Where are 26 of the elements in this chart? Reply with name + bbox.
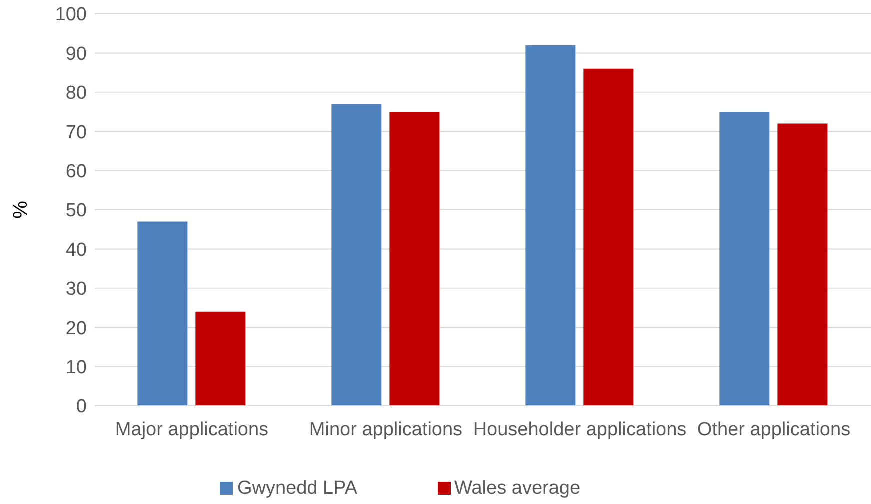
y-tick-label: 90 (66, 44, 87, 65)
y-tick-label: 80 (66, 83, 87, 104)
bar (720, 112, 770, 406)
y-tick-label: 10 (66, 358, 87, 379)
x-tick-label: Other applications (697, 419, 851, 440)
bar (584, 68, 634, 406)
y-tick-label: 60 (66, 162, 87, 183)
y-tick-label: 70 (66, 122, 87, 144)
bar (138, 222, 188, 406)
y-tick-label: 100 (55, 4, 87, 26)
y-tick-label: 20 (66, 318, 87, 340)
bar (778, 124, 828, 406)
legend-label: Wales average (454, 478, 581, 499)
y-tick-label: 0 (76, 396, 87, 418)
bar (390, 112, 440, 406)
bar (196, 312, 246, 406)
x-tick-label: Householder applications (473, 419, 687, 440)
legend-label: Gwynedd LPA (237, 478, 358, 499)
bar (332, 104, 382, 406)
y-tick-label: 40 (66, 240, 87, 261)
y-tick-label: 50 (66, 200, 87, 222)
y-tick-label: 30 (66, 279, 87, 300)
x-tick-label: Minor applications (309, 419, 463, 440)
x-tick-label: Major applications (115, 419, 269, 440)
y-axis-title: % (10, 200, 32, 219)
bar (526, 45, 576, 406)
